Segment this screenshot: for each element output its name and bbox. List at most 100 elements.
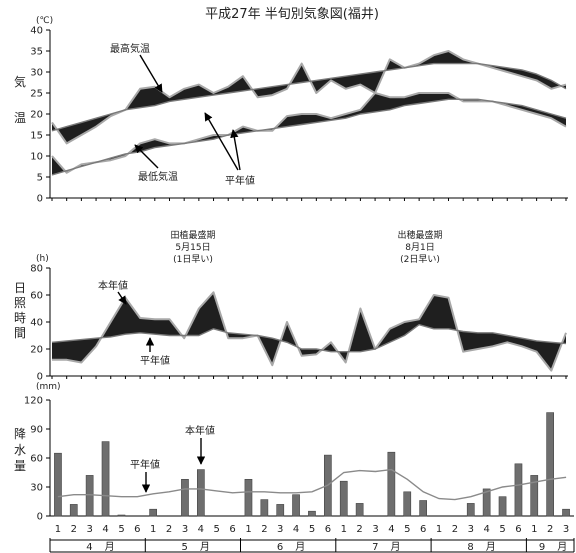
x-tick-label: 2 xyxy=(261,524,267,535)
x-tick-label: 5 xyxy=(309,524,315,535)
event-2-line-1: 出穂最盛期 xyxy=(397,229,442,241)
sunshine-panel: (h) 日 照 時 間 0 20 40 60 80 本年値 平年値 xyxy=(14,254,568,383)
temperature-deviation-fill xyxy=(52,51,566,175)
event-2-line-2: 8月1日 xyxy=(405,242,434,253)
y-tick-label: 120 xyxy=(24,396,43,407)
x-tick-label: 1 xyxy=(531,524,537,535)
precipitation-bar xyxy=(197,469,205,517)
precipitation-bar xyxy=(562,508,570,517)
y-tick-label: 20 xyxy=(30,345,43,356)
x-tick-label: 4 xyxy=(198,524,204,535)
month-number: 4 xyxy=(86,542,92,553)
precipitation-bar xyxy=(387,451,396,517)
annotation-normal-arrow-b xyxy=(230,129,241,171)
x-tick-label: 5 xyxy=(118,524,124,535)
month-suffix: 月 xyxy=(295,541,305,553)
precipitation-bar xyxy=(101,441,110,517)
x-tick-label: 6 xyxy=(420,524,426,535)
event-1-line-3: (1日早い) xyxy=(173,254,213,265)
y-tick-label: 15 xyxy=(30,131,43,142)
precip-ylabel-1: 降 xyxy=(14,427,26,441)
x-tick-label: 3 xyxy=(182,524,188,535)
precipitation-bar xyxy=(260,499,269,517)
event-notes: 田植最盛期 5月15日 (1日早い) 出穂最盛期 8月1日 (2日早い) xyxy=(170,229,442,265)
precipitation-bar xyxy=(308,510,316,517)
y-tick-label: 60 xyxy=(30,454,43,465)
temperature-ylabel-2: 温 xyxy=(14,111,26,125)
event-1-line-2: 5月15日 xyxy=(175,242,210,253)
x-tick-label: 2 xyxy=(71,524,77,535)
sunshine-ylabel-4: 間 xyxy=(14,326,26,340)
sun-annotations: 本年値 平年値 xyxy=(98,279,170,367)
temp-annotations: 最高気温 最低気温 平年値 xyxy=(110,42,255,187)
x-tick-label: 5 xyxy=(404,524,410,535)
x-tick-label: 2 xyxy=(547,524,553,535)
figure-title: 平成27年 半旬別気象図(福井) xyxy=(205,6,379,22)
precipitation-bar xyxy=(403,491,412,517)
month-number: 6 xyxy=(277,542,283,553)
precip-ylabel-3: 量 xyxy=(14,459,26,473)
y-tick-label: 90 xyxy=(30,425,43,436)
month-labels: 4 月 5 月 6 月 7 月 8 月 9 月 xyxy=(86,541,567,553)
y-tick-label: 40 xyxy=(30,26,43,37)
month-suffix: 月 xyxy=(557,541,567,553)
precipitation-bar xyxy=(546,412,554,517)
precipitation-unit: (mm) xyxy=(36,382,61,392)
annotation-max-temp: 最高気温 xyxy=(110,42,150,55)
pr-annotations: 本年値 平年値 xyxy=(130,424,215,493)
precipitation-bar xyxy=(181,478,189,517)
annotation-pr-actual: 本年値 xyxy=(185,424,215,437)
sunshine-series xyxy=(51,291,567,372)
precipitation-normal-line xyxy=(57,468,567,501)
month-suffix: 月 xyxy=(200,541,210,553)
y-tick-label: 25 xyxy=(30,89,43,100)
precipitation-bar xyxy=(355,503,364,517)
temperature-axes: 0 5 10 15 20 25 30 35 40 xyxy=(30,26,568,205)
x-tick-label: 4 xyxy=(102,524,108,535)
temperature-series xyxy=(51,50,567,176)
x-tick-label: 1 xyxy=(150,524,156,535)
y-tick-label: 0 xyxy=(37,194,43,205)
precipitation-bar xyxy=(85,475,94,517)
deviation-area xyxy=(52,292,566,371)
series-line-normal xyxy=(51,62,567,132)
x-tick-label: 6 xyxy=(134,524,140,535)
x-tick-label: 3 xyxy=(468,524,474,535)
x-tick-label: 4 xyxy=(293,524,299,535)
x-tick-label: 5 xyxy=(214,524,220,535)
precipitation-normal-line xyxy=(57,468,567,501)
precipitation-bar xyxy=(482,488,491,517)
month-number: 7 xyxy=(372,542,378,553)
precipitation-bar xyxy=(498,496,507,517)
y-tick-label: 35 xyxy=(30,47,43,58)
month-number: 5 xyxy=(182,542,188,553)
event-2-line-3: (2日早い) xyxy=(400,254,440,265)
temperature-ylabel-1: 気 xyxy=(14,74,26,89)
x-tick-label: 3 xyxy=(277,524,283,535)
precipitation-bar xyxy=(54,452,62,517)
x-tick-label: 3 xyxy=(87,524,93,535)
y-tick-label: 40 xyxy=(30,318,43,329)
annotation-normal-temp: 平年値 xyxy=(225,174,255,187)
precipitation-bar xyxy=(149,508,158,517)
precipitation-bar xyxy=(530,475,539,517)
month-suffix: 月 xyxy=(105,541,115,553)
precipitation-bar xyxy=(419,500,428,517)
precipitation-bar xyxy=(514,463,523,517)
y-tick-label: 80 xyxy=(30,264,43,275)
x-tick-label: 6 xyxy=(229,524,235,535)
temperature-unit: (℃) xyxy=(36,16,53,26)
precipitation-bar xyxy=(117,514,126,517)
x-tick-label: 2 xyxy=(166,524,172,535)
annotation-normal-arrow-a xyxy=(204,112,239,171)
annotation-sun-actual: 本年値 xyxy=(98,279,128,292)
sunshine-deviation-fill xyxy=(52,292,566,371)
x-tick-label: 6 xyxy=(515,524,521,535)
y-tick-label: 60 xyxy=(30,291,43,302)
precipitation-bar xyxy=(292,494,300,517)
sunshine-axes: 0 20 40 60 80 xyxy=(30,264,568,383)
month-number: 9 xyxy=(539,542,545,553)
y-tick-label: 30 xyxy=(30,68,43,79)
x-tick-label: 6 xyxy=(325,524,331,535)
